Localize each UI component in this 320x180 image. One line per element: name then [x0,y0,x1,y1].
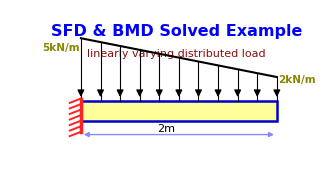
Text: 5kN/m: 5kN/m [43,43,80,53]
Text: linearly varying distributed load: linearly varying distributed load [87,49,266,59]
Text: 2kN/m: 2kN/m [278,75,316,85]
Text: 2m: 2m [157,124,175,134]
Bar [81,101,277,121]
Text: SFD & BMD Solved Example: SFD & BMD Solved Example [51,24,302,39]
